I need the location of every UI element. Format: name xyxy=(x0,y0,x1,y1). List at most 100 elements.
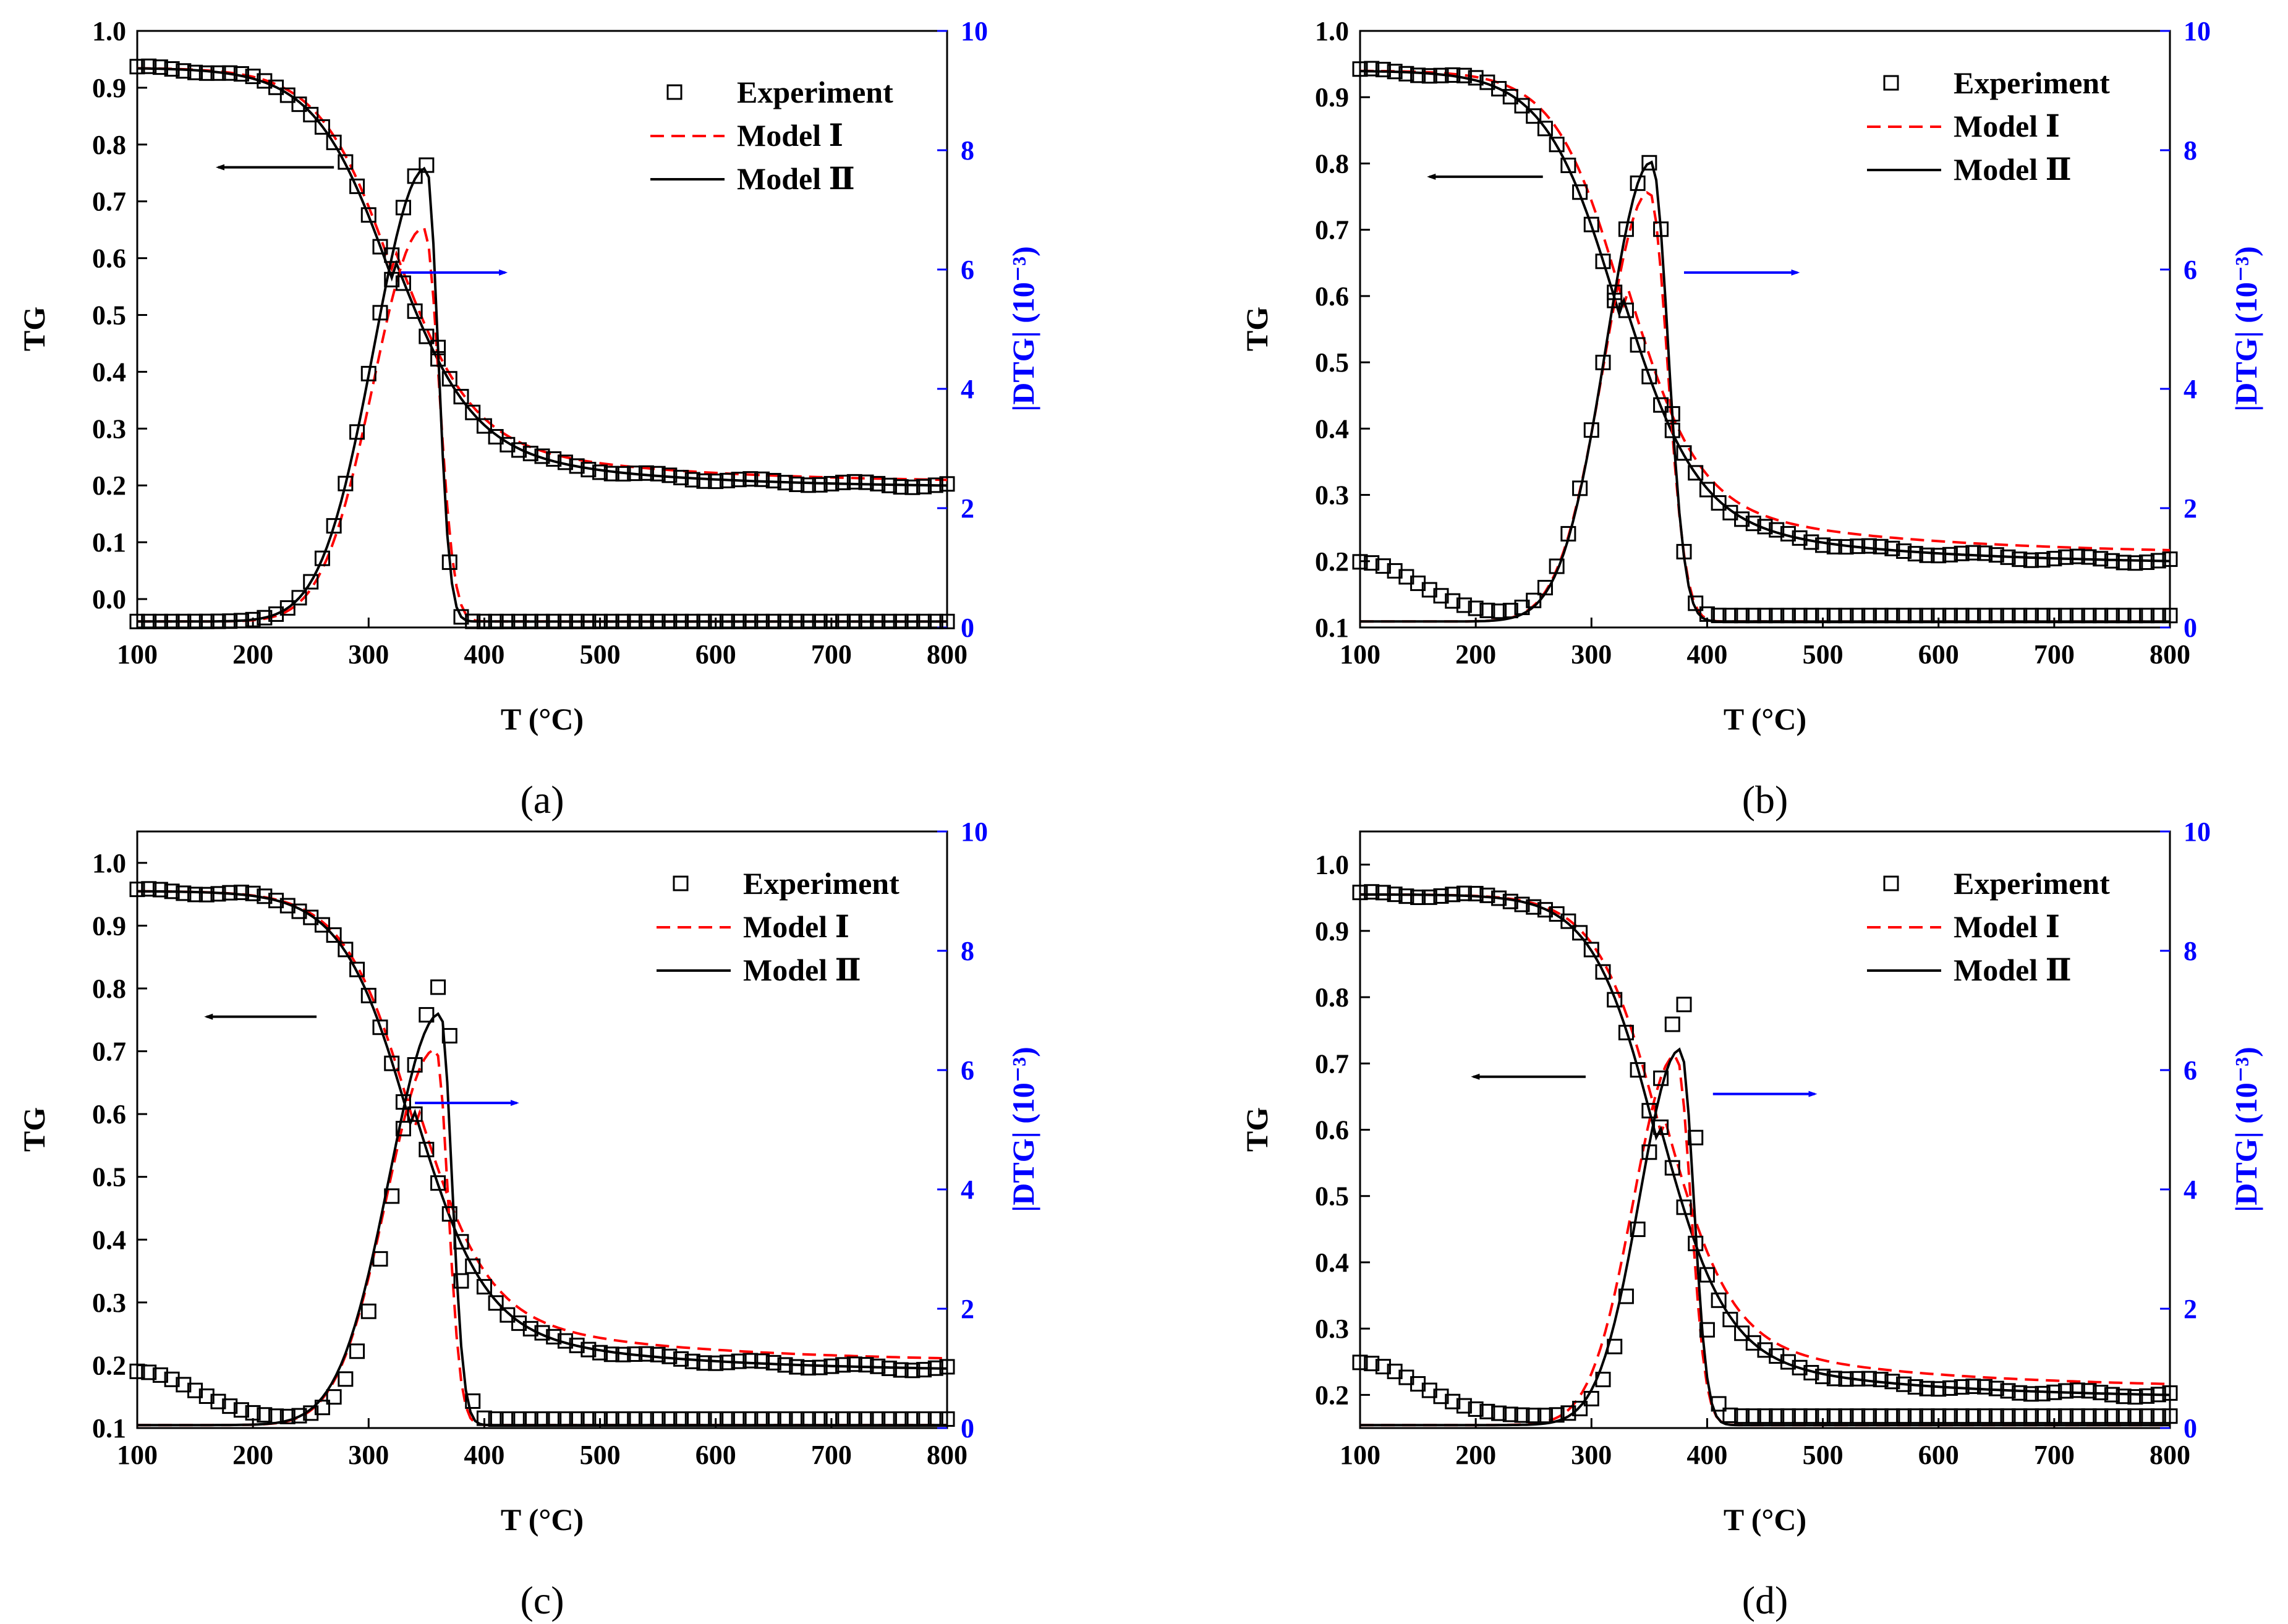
dtg-experiment-point xyxy=(881,1411,897,1427)
tg-experiment-point xyxy=(1780,1354,1796,1370)
dtg-experiment-point xyxy=(1583,422,1599,438)
tg-experiment-point xyxy=(846,1356,862,1372)
dtg-experiment-point xyxy=(684,1411,700,1427)
tg-experiment-point xyxy=(661,1348,678,1364)
dtg-experiment-point xyxy=(1572,1400,1588,1416)
tg-experiment-point xyxy=(453,389,469,405)
dtg-experiment-point xyxy=(1537,1408,1553,1424)
x-tick-label: 200 xyxy=(232,639,273,670)
tg-experiment-point xyxy=(222,885,238,901)
dtg-experiment-point xyxy=(1711,608,1727,624)
y-left-tick-label: 0.7 xyxy=(1315,215,1349,245)
tg-experiment-point xyxy=(2035,552,2051,568)
dtg-experiment-point xyxy=(176,1377,192,1393)
y-right-tick-label: 2 xyxy=(961,493,974,524)
tg-experiment-point xyxy=(2116,555,2132,571)
tg-experiment-point xyxy=(1398,888,1414,904)
tg-experiment-point xyxy=(777,1357,793,1373)
tg-experiment-point xyxy=(129,59,145,75)
y-left-tick-label: 0.2 xyxy=(92,1350,126,1380)
tg-experiment-point xyxy=(1757,519,1773,535)
legend-label-model2: Model Ⅱ xyxy=(1954,152,2072,187)
dtg-experiment-point xyxy=(1988,1408,2004,1424)
tg-experiment-point xyxy=(893,1362,909,1378)
tg-experiment-point xyxy=(441,1206,457,1222)
tg-experiment-point xyxy=(858,1357,874,1373)
tg-experiment-point xyxy=(176,63,192,79)
tg-experiment-point xyxy=(1780,525,1796,542)
dtg-experiment-point xyxy=(1468,1401,1484,1417)
tg-experiment-point xyxy=(1965,545,1981,561)
dtg-experiment-point xyxy=(453,1273,469,1289)
dtg-experiment-point xyxy=(338,1371,354,1387)
dtg-experiment-point xyxy=(187,613,203,629)
tg-experiment-point xyxy=(1873,1371,1889,1387)
y-left-tick-label: 0.9 xyxy=(1315,916,1349,946)
dtg-experiment-point xyxy=(2081,1408,2097,1424)
dtg-experiment-point xyxy=(742,1411,759,1427)
dtg-model2-line xyxy=(137,1012,947,1427)
series-layer xyxy=(1352,884,2178,1427)
dtg-experiment-point xyxy=(2035,1408,2051,1424)
dtg-experiment-point xyxy=(372,305,388,321)
y-left-axis-title: TG xyxy=(1240,307,1274,351)
tg-experiment-point xyxy=(2058,1383,2074,1399)
tg-experiment-point xyxy=(1676,445,1692,461)
tg-experiment-point xyxy=(1398,66,1414,82)
tg-experiment-point xyxy=(2139,1388,2155,1404)
dtg-experiment-point xyxy=(360,1303,376,1319)
tg-experiment-point xyxy=(268,893,284,909)
legend-marker-experiment xyxy=(1883,75,1899,91)
tg-experiment-point xyxy=(314,119,330,135)
tg-experiment-point xyxy=(2058,549,2074,565)
dtg-experiment-point xyxy=(1549,1407,1565,1423)
tg-experiment-point xyxy=(2023,1386,2039,1402)
tg-experiment-point xyxy=(441,371,457,387)
tg-experiment-point xyxy=(1664,1160,1680,1176)
dtg-experiment-point xyxy=(210,1393,226,1409)
tg-experiment-point xyxy=(742,1353,759,1369)
dtg-experiment-point xyxy=(1780,608,1796,624)
dtg-experiment-point xyxy=(916,1411,932,1427)
dtg-experiment-point xyxy=(731,1411,747,1427)
y-right-tick-label: 2 xyxy=(961,1294,974,1324)
dtg-experiment-point xyxy=(1745,1408,1761,1424)
tg-experiment-point xyxy=(881,477,897,493)
dtg-experiment-point xyxy=(1907,1408,1923,1424)
dtg-experiment-point xyxy=(719,613,735,629)
dtg-experiment-point xyxy=(2023,1408,2039,1424)
y-left-tick-label: 0.6 xyxy=(92,1099,126,1129)
tg-experiment-point xyxy=(1884,1374,1900,1390)
panel-c: 100 200 300 400 500 600 700 8000.10.20.30.40.50… xyxy=(17,817,1040,1622)
x-tick-label: 700 xyxy=(811,1440,852,1470)
dtg-experiment-point xyxy=(511,1411,527,1427)
dtg-experiment-point xyxy=(627,613,643,629)
tg-experiment-point xyxy=(1838,539,1854,555)
tg-experiment-point xyxy=(1410,890,1426,906)
tg-experiment-point xyxy=(1931,548,1947,564)
dtg-experiment-point xyxy=(1919,1408,1935,1424)
tg-experiment-point xyxy=(1931,1381,1947,1397)
dtg-experiment-point xyxy=(2058,1408,2074,1424)
dtg-experiment-point xyxy=(314,550,330,566)
x-tick-label: 600 xyxy=(1918,1440,1959,1470)
dtg-experiment-point xyxy=(581,1411,597,1427)
tg-experiment-point xyxy=(870,475,886,491)
dtg-experiment-point xyxy=(1815,608,1831,624)
y-right-axis-title: |DTG| (10⁻³) xyxy=(1006,246,1040,412)
tg-experiment-point xyxy=(893,479,909,495)
dtg-experiment-point xyxy=(1803,1408,1819,1424)
dtg-experiment-point xyxy=(870,613,886,629)
dtg-experiment-point xyxy=(198,613,215,629)
dtg-experiment-point xyxy=(754,1411,770,1427)
dtg-experiment-point xyxy=(500,613,516,629)
dtg-experiment-point xyxy=(2139,1408,2155,1424)
tg-experiment-point xyxy=(1850,1371,1866,1387)
y-right-tick-label: 0 xyxy=(2184,613,2197,643)
tg-experiment-point xyxy=(673,469,689,485)
dtg-experiment-point xyxy=(603,613,619,629)
tg-experiment-point xyxy=(291,96,307,113)
tg-experiment-point xyxy=(1607,292,1623,308)
tg-experiment-point xyxy=(2150,553,2166,569)
tg-experiment-point xyxy=(1653,1119,1669,1135)
